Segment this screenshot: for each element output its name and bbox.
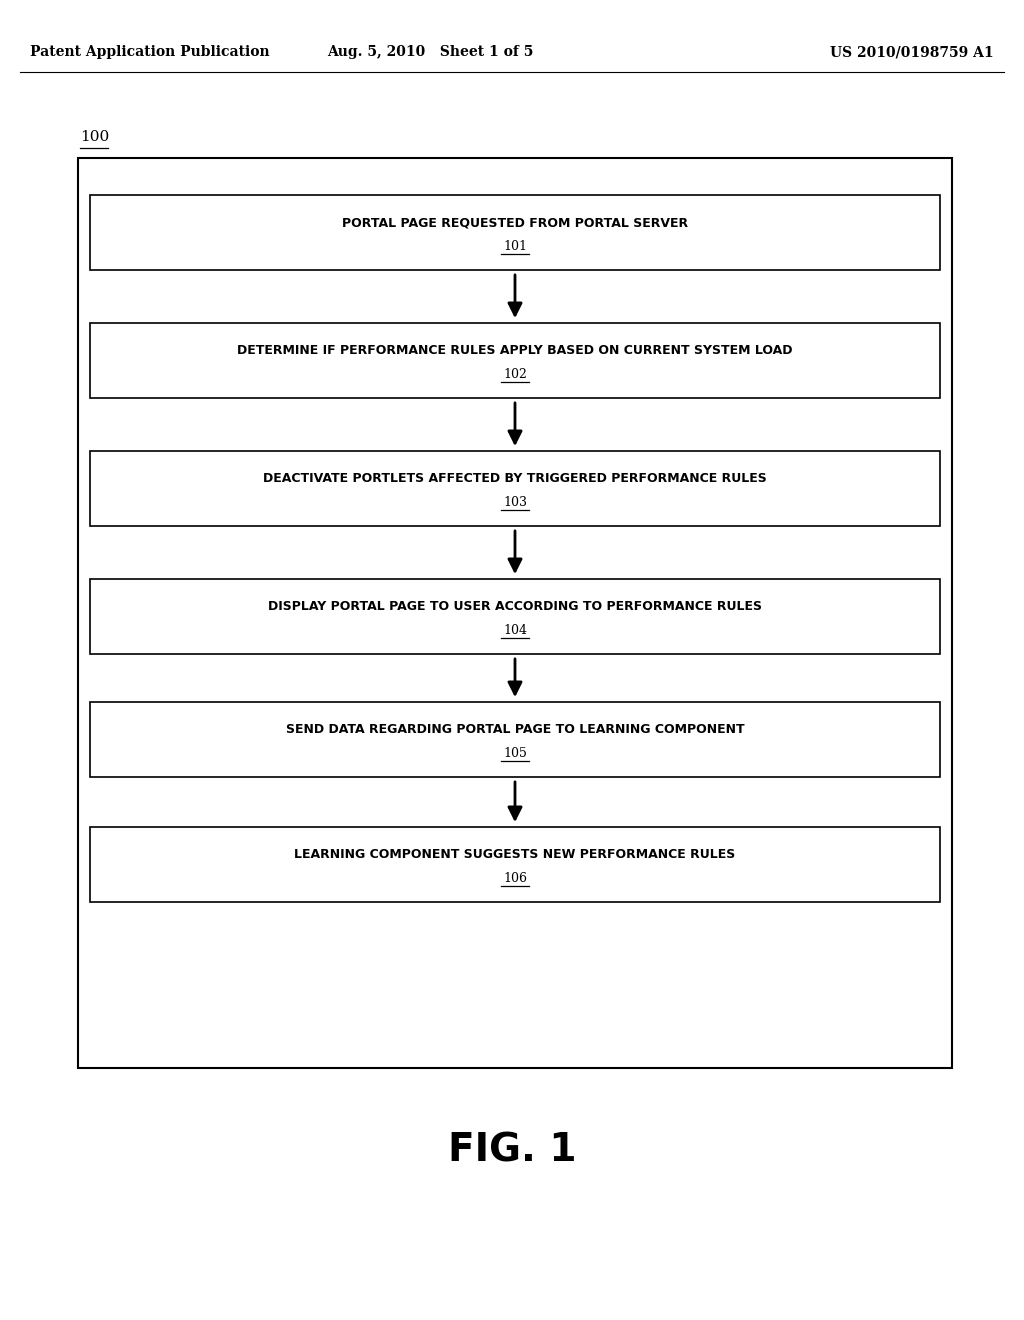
- Text: 101: 101: [503, 240, 527, 253]
- Bar: [90, 828, 940, 902]
- Text: Patent Application Publication: Patent Application Publication: [30, 45, 269, 59]
- Text: DISPLAY PORTAL PAGE TO USER ACCORDING TO PERFORMANCE RULES: DISPLAY PORTAL PAGE TO USER ACCORDING TO…: [268, 601, 762, 612]
- Bar: [90, 702, 940, 777]
- Text: LEARNING COMPONENT SUGGESTS NEW PERFORMANCE RULES: LEARNING COMPONENT SUGGESTS NEW PERFORMA…: [294, 847, 735, 861]
- Bar: [90, 323, 940, 399]
- Text: PORTAL PAGE REQUESTED FROM PORTAL SERVER: PORTAL PAGE REQUESTED FROM PORTAL SERVER: [342, 216, 688, 228]
- Bar: [90, 579, 940, 653]
- Bar: [90, 451, 940, 525]
- Text: 100: 100: [80, 129, 110, 144]
- Bar: [90, 195, 940, 271]
- Text: 106: 106: [503, 873, 527, 884]
- Text: Aug. 5, 2010   Sheet 1 of 5: Aug. 5, 2010 Sheet 1 of 5: [327, 45, 534, 59]
- Text: 105: 105: [503, 747, 527, 760]
- Bar: [78, 158, 952, 1068]
- Text: DETERMINE IF PERFORMANCE RULES APPLY BASED ON CURRENT SYSTEM LOAD: DETERMINE IF PERFORMANCE RULES APPLY BAS…: [238, 345, 793, 356]
- Text: 103: 103: [503, 496, 527, 510]
- Text: US 2010/0198759 A1: US 2010/0198759 A1: [830, 45, 994, 59]
- Text: DEACTIVATE PORTLETS AFFECTED BY TRIGGERED PERFORMANCE RULES: DEACTIVATE PORTLETS AFFECTED BY TRIGGERE…: [263, 473, 767, 484]
- Text: SEND DATA REGARDING PORTAL PAGE TO LEARNING COMPONENT: SEND DATA REGARDING PORTAL PAGE TO LEARN…: [286, 723, 744, 737]
- Text: FIG. 1: FIG. 1: [447, 1131, 577, 1170]
- Text: 104: 104: [503, 624, 527, 638]
- Text: 102: 102: [503, 368, 527, 381]
